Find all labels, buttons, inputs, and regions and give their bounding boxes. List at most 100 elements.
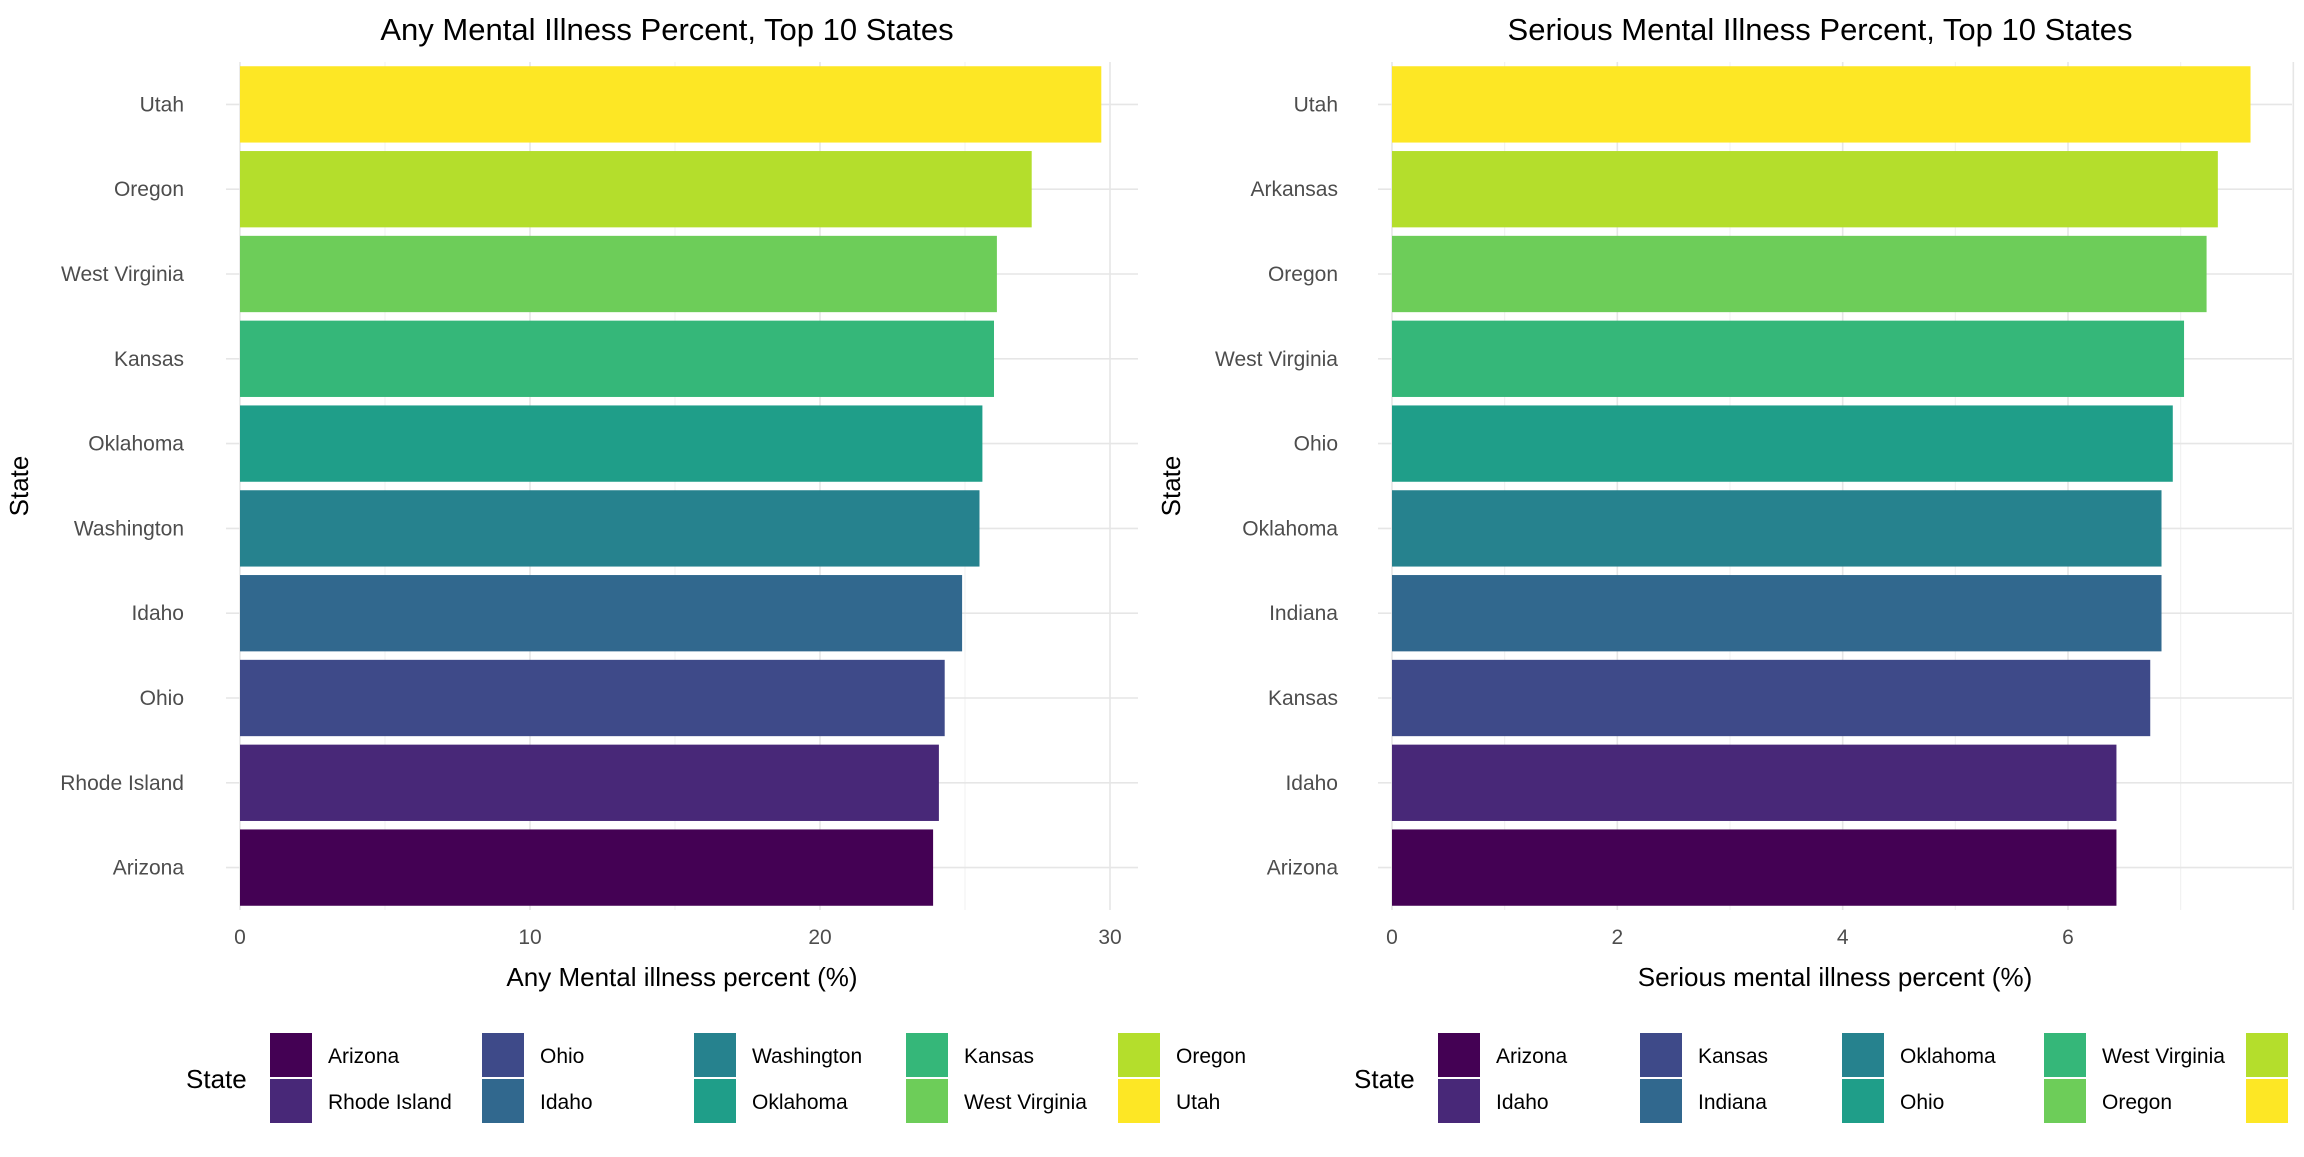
x-tick-label: 30 bbox=[1098, 926, 1121, 949]
bar-oregon bbox=[1392, 235, 2207, 313]
bar-west-virginia bbox=[240, 235, 997, 313]
y-axis-label: State bbox=[4, 456, 34, 517]
y-tick-label: Washington bbox=[74, 517, 184, 540]
legend-key bbox=[1118, 1033, 1160, 1077]
legend-key bbox=[1640, 1079, 1682, 1123]
x-tick-label: 6 bbox=[2062, 926, 2074, 949]
bar-west-virginia bbox=[1392, 320, 2185, 397]
bar-idaho bbox=[1392, 744, 2117, 821]
y-tick-label: Oregon bbox=[1268, 263, 1338, 286]
legend-label: Idaho bbox=[540, 1091, 593, 1114]
y-tick-label: West Virginia bbox=[1215, 348, 1338, 371]
bar-rhode-island bbox=[240, 744, 939, 821]
legend-key bbox=[2044, 1033, 2086, 1077]
x-tick-labels: 0 10 20 30 bbox=[234, 926, 1122, 949]
y-tick-label: Utah bbox=[140, 93, 184, 116]
bars bbox=[240, 66, 1102, 906]
y-tick-label: Kansas bbox=[1268, 687, 1338, 710]
x-axis-label: Any Mental illness percent (%) bbox=[506, 962, 857, 992]
legend: State Arizona Idaho Kansas Indiana Oklahoma Oh… bbox=[1354, 1033, 2288, 1123]
legend-key bbox=[482, 1079, 524, 1123]
bar-idaho bbox=[240, 575, 963, 652]
y-tick-label: Arkansas bbox=[1250, 178, 1338, 201]
legend-key bbox=[482, 1033, 524, 1077]
y-tick-label: Ohio bbox=[140, 687, 184, 710]
y-tick-label: Oklahoma bbox=[88, 433, 184, 456]
y-tick-label: Idaho bbox=[1285, 772, 1338, 795]
legend-label: Idaho bbox=[1496, 1091, 1549, 1114]
x-axis-label: Serious mental illness percent (%) bbox=[1638, 962, 2033, 992]
legend-label: West Virginia bbox=[964, 1091, 1087, 1114]
legend-key bbox=[1438, 1033, 1480, 1077]
y-tick-label: Rhode Island bbox=[60, 772, 184, 795]
bar-kansas bbox=[240, 320, 994, 397]
legend-label: Kansas bbox=[964, 1045, 1034, 1068]
bar-washington bbox=[240, 490, 980, 567]
bar-arkansas bbox=[1392, 151, 2218, 228]
legend-label: Arizona bbox=[1496, 1045, 1568, 1068]
y-tick-label: West Virginia bbox=[61, 263, 184, 286]
legend-label: West Virginia bbox=[2102, 1045, 2225, 1068]
y-tick-label: Arizona bbox=[113, 857, 185, 880]
x-tick-label: 0 bbox=[1386, 926, 1398, 949]
y-tick-label: Indiana bbox=[1269, 602, 1338, 625]
y-tick-label: Kansas bbox=[114, 348, 184, 371]
legend-label: Kansas bbox=[1698, 1045, 1768, 1068]
legend-key bbox=[1118, 1079, 1160, 1123]
bar-utah bbox=[1392, 66, 2251, 143]
legend-label: Indiana bbox=[1698, 1091, 1767, 1114]
legend-key bbox=[1842, 1079, 1884, 1123]
x-tick-labels: 0 2 4 6 bbox=[1386, 926, 2074, 949]
legend-label: Ohio bbox=[1900, 1091, 1944, 1114]
bar-kansas bbox=[1392, 659, 2151, 737]
legend-title: State bbox=[1354, 1064, 1415, 1094]
bar-arizona bbox=[240, 829, 934, 906]
y-tick-label: Oregon bbox=[114, 178, 184, 201]
legend-key bbox=[2246, 1079, 2288, 1123]
legend-key bbox=[270, 1033, 312, 1077]
bar-ohio bbox=[240, 659, 945, 737]
bar-oregon bbox=[240, 151, 1032, 228]
x-tick-label: 10 bbox=[518, 926, 541, 949]
legend-label: Washington bbox=[752, 1045, 862, 1068]
y-tick-label: Utah bbox=[1294, 93, 1338, 116]
legend-label: Oklahoma bbox=[1900, 1045, 1996, 1068]
legend-key bbox=[694, 1079, 736, 1123]
legend-key bbox=[270, 1079, 312, 1123]
legend-key bbox=[1438, 1079, 1480, 1123]
bar-arizona bbox=[1392, 829, 2117, 906]
legend-key bbox=[1842, 1033, 1884, 1077]
legend-key bbox=[694, 1033, 736, 1077]
y-tick-label: Idaho bbox=[131, 602, 184, 625]
legend-label: Oregon bbox=[2102, 1091, 2172, 1114]
legend-label: Ohio bbox=[540, 1045, 584, 1068]
chart-panel-2: Utah Arkansas Oregon West Virginia Ohio Oklah… bbox=[1156, 12, 2295, 1123]
legend-key bbox=[1640, 1033, 1682, 1077]
y-tick-labels: Utah Oregon West Virginia Kansas Oklahoma Was… bbox=[60, 93, 184, 879]
y-axis-label: State bbox=[1156, 456, 1186, 517]
chart-panel-1: Utah Oregon West Virginia Kansas Oklahoma Was… bbox=[4, 12, 1246, 1123]
chart-title: Serious Mental Illness Percent, Top 10 S… bbox=[1508, 12, 2133, 47]
bar-indiana bbox=[1392, 575, 2162, 652]
legend-label: Arizona bbox=[328, 1045, 400, 1068]
legend-label: Utah bbox=[1176, 1091, 1220, 1114]
x-tick-label: 2 bbox=[1611, 926, 1623, 949]
bar-oklahoma bbox=[240, 405, 983, 482]
y-tick-label: Oklahoma bbox=[1242, 517, 1338, 540]
chart-title: Any Mental Illness Percent, Top 10 State… bbox=[380, 12, 953, 47]
legend-label: Rhode Island bbox=[328, 1091, 452, 1114]
y-tick-labels: Utah Arkansas Oregon West Virginia Ohio Oklah… bbox=[1215, 93, 1338, 879]
y-tick-label: Arizona bbox=[1267, 857, 1339, 880]
x-tick-label: 4 bbox=[1837, 926, 1849, 949]
legend-label: Oregon bbox=[1176, 1045, 1246, 1068]
legend: State Arizona Rhode Island Ohio Idaho Washing… bbox=[186, 1033, 1246, 1123]
legend-key bbox=[2044, 1079, 2086, 1123]
legend-label: Oklahoma bbox=[752, 1091, 848, 1114]
x-tick-label: 0 bbox=[234, 926, 246, 949]
bars bbox=[1392, 66, 2251, 906]
legend-key bbox=[2246, 1033, 2288, 1077]
bar-ohio bbox=[1392, 405, 2173, 482]
y-tick-label: Ohio bbox=[1294, 433, 1338, 456]
